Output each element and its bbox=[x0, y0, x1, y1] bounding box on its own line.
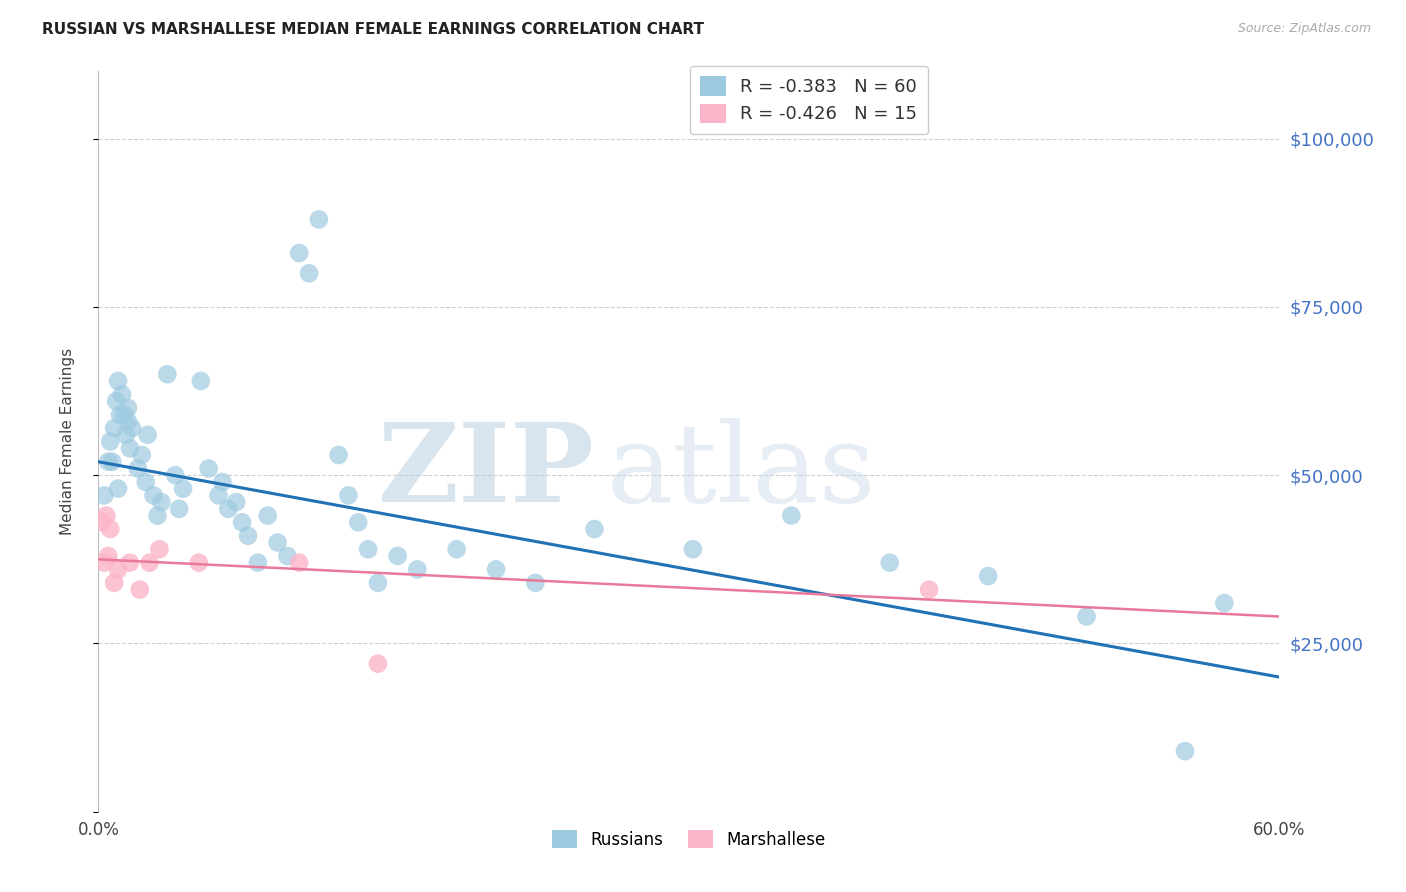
Text: atlas: atlas bbox=[606, 417, 876, 524]
Point bbox=[918, 582, 941, 597]
Point bbox=[276, 549, 298, 563]
Point bbox=[357, 542, 380, 557]
Text: RUSSIAN VS MARSHALLESE MEDIAN FEMALE EARNINGS CORRELATION CHART: RUSSIAN VS MARSHALLESE MEDIAN FEMALE EAR… bbox=[42, 22, 704, 37]
Point bbox=[167, 501, 190, 516]
Point bbox=[112, 408, 135, 422]
Point bbox=[128, 582, 150, 597]
Point bbox=[308, 212, 330, 227]
Point bbox=[682, 542, 704, 557]
Point bbox=[1213, 596, 1236, 610]
Point bbox=[136, 427, 159, 442]
Point bbox=[103, 421, 125, 435]
Point bbox=[98, 522, 121, 536]
Point bbox=[367, 575, 389, 590]
Point bbox=[91, 516, 114, 530]
Point bbox=[117, 414, 139, 428]
Point bbox=[111, 387, 134, 401]
Point bbox=[217, 501, 239, 516]
Point bbox=[131, 448, 153, 462]
Point bbox=[118, 556, 141, 570]
Point bbox=[347, 516, 370, 530]
Point bbox=[446, 542, 468, 557]
Point bbox=[150, 495, 173, 509]
Point bbox=[187, 556, 209, 570]
Y-axis label: Median Female Earnings: Median Female Earnings bbox=[60, 348, 75, 535]
Point bbox=[583, 522, 606, 536]
Point bbox=[288, 246, 311, 260]
Point bbox=[387, 549, 409, 563]
Point bbox=[108, 408, 131, 422]
Point bbox=[256, 508, 278, 523]
Point bbox=[146, 508, 169, 523]
Point bbox=[197, 461, 219, 475]
Point bbox=[1076, 609, 1098, 624]
Legend: Russians, Marshallese: Russians, Marshallese bbox=[546, 823, 832, 855]
Point bbox=[138, 556, 160, 570]
Point bbox=[93, 556, 115, 570]
Point bbox=[367, 657, 389, 671]
Point bbox=[298, 266, 321, 280]
Point bbox=[266, 535, 288, 549]
Text: ZIP: ZIP bbox=[378, 417, 595, 524]
Point bbox=[135, 475, 157, 489]
Point bbox=[165, 468, 187, 483]
Text: Source: ZipAtlas.com: Source: ZipAtlas.com bbox=[1237, 22, 1371, 36]
Point bbox=[117, 401, 139, 415]
Point bbox=[780, 508, 803, 523]
Point bbox=[107, 482, 129, 496]
Point bbox=[977, 569, 1000, 583]
Point bbox=[115, 427, 138, 442]
Point bbox=[337, 488, 360, 502]
Point bbox=[231, 516, 253, 530]
Point bbox=[190, 374, 212, 388]
Point bbox=[236, 529, 259, 543]
Point bbox=[246, 556, 269, 570]
Point bbox=[225, 495, 247, 509]
Point bbox=[328, 448, 350, 462]
Point bbox=[207, 488, 229, 502]
Point bbox=[485, 562, 508, 576]
Point bbox=[97, 455, 120, 469]
Point bbox=[118, 442, 141, 456]
Point bbox=[211, 475, 233, 489]
Point bbox=[156, 368, 179, 382]
Point bbox=[98, 434, 121, 449]
Point bbox=[148, 542, 170, 557]
Point bbox=[107, 374, 129, 388]
Point bbox=[288, 556, 311, 570]
Point bbox=[101, 455, 124, 469]
Point bbox=[97, 549, 120, 563]
Point bbox=[524, 575, 547, 590]
Point bbox=[406, 562, 429, 576]
Point bbox=[1174, 744, 1197, 758]
Point bbox=[879, 556, 901, 570]
Point bbox=[142, 488, 165, 502]
Point bbox=[103, 575, 125, 590]
Point bbox=[96, 508, 118, 523]
Point bbox=[107, 562, 129, 576]
Point bbox=[127, 461, 149, 475]
Point bbox=[121, 421, 143, 435]
Point bbox=[105, 394, 128, 409]
Point bbox=[93, 488, 115, 502]
Point bbox=[172, 482, 194, 496]
